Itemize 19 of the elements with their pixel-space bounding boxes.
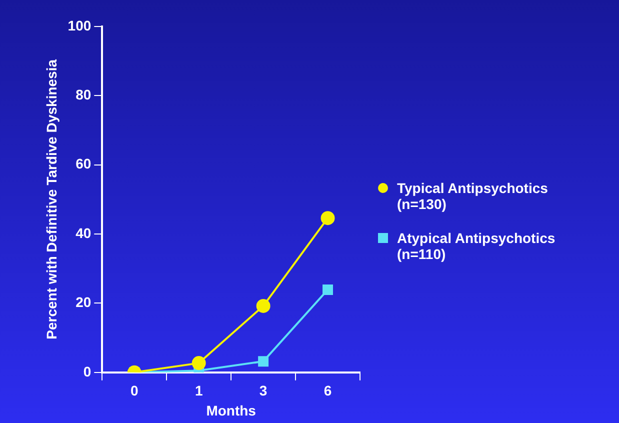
legend-label: Atypical Antipsychotics (n=110) bbox=[397, 230, 556, 262]
y-axis-title: Percent with Definitive Tardive Dyskinesia bbox=[43, 59, 60, 340]
point bbox=[320, 211, 335, 226]
point bbox=[256, 298, 270, 313]
x-axis-title: Months bbox=[206, 402, 256, 418]
y-tick-label: 100 bbox=[68, 17, 92, 34]
x-tick-label: 0 bbox=[130, 382, 138, 399]
y-tick-label: 60 bbox=[76, 156, 92, 172]
x-tick-label: 6 bbox=[324, 382, 332, 399]
point bbox=[322, 284, 334, 295]
y-tick-label: 20 bbox=[76, 294, 92, 310]
point bbox=[192, 356, 206, 370]
point bbox=[258, 356, 269, 367]
legend-label: Typical Antipsychotics (n=130) bbox=[397, 180, 549, 212]
y-tick-label: 40 bbox=[76, 224, 92, 241]
x-tick-label: 3 bbox=[259, 382, 268, 399]
x-tick-label: 1 bbox=[194, 382, 203, 399]
y-tick-label: 80 bbox=[76, 86, 92, 102]
y-tick-label: 0 bbox=[83, 363, 92, 380]
